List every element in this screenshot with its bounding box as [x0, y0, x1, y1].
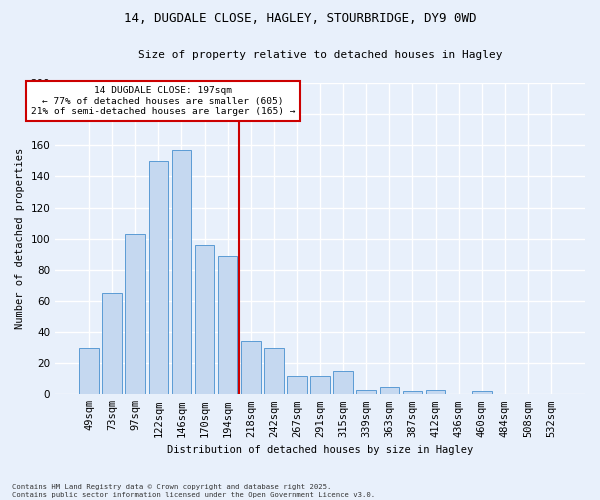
Bar	[103, 293, 122, 394]
Bar	[356, 390, 376, 394]
Bar	[218, 256, 238, 394]
Text: 14 DUGDALE CLOSE: 197sqm
← 77% of detached houses are smaller (605)
21% of semi-: 14 DUGDALE CLOSE: 197sqm ← 77% of detach…	[31, 86, 295, 116]
Bar	[403, 391, 422, 394]
Bar	[287, 376, 307, 394]
Bar	[334, 371, 353, 394]
Bar	[264, 348, 284, 395]
Bar	[125, 234, 145, 394]
Bar	[172, 150, 191, 394]
Text: Contains HM Land Registry data © Crown copyright and database right 2025.
Contai: Contains HM Land Registry data © Crown c…	[12, 484, 375, 498]
Bar	[79, 348, 99, 395]
Bar	[380, 386, 399, 394]
Bar	[241, 342, 260, 394]
Bar	[472, 391, 491, 394]
Bar	[149, 161, 168, 394]
Bar	[310, 376, 330, 394]
Title: Size of property relative to detached houses in Hagley: Size of property relative to detached ho…	[138, 50, 502, 60]
Bar	[426, 390, 445, 394]
Text: 14, DUGDALE CLOSE, HAGLEY, STOURBRIDGE, DY9 0WD: 14, DUGDALE CLOSE, HAGLEY, STOURBRIDGE, …	[124, 12, 476, 26]
Y-axis label: Number of detached properties: Number of detached properties	[15, 148, 25, 330]
Bar	[195, 245, 214, 394]
X-axis label: Distribution of detached houses by size in Hagley: Distribution of detached houses by size …	[167, 445, 473, 455]
